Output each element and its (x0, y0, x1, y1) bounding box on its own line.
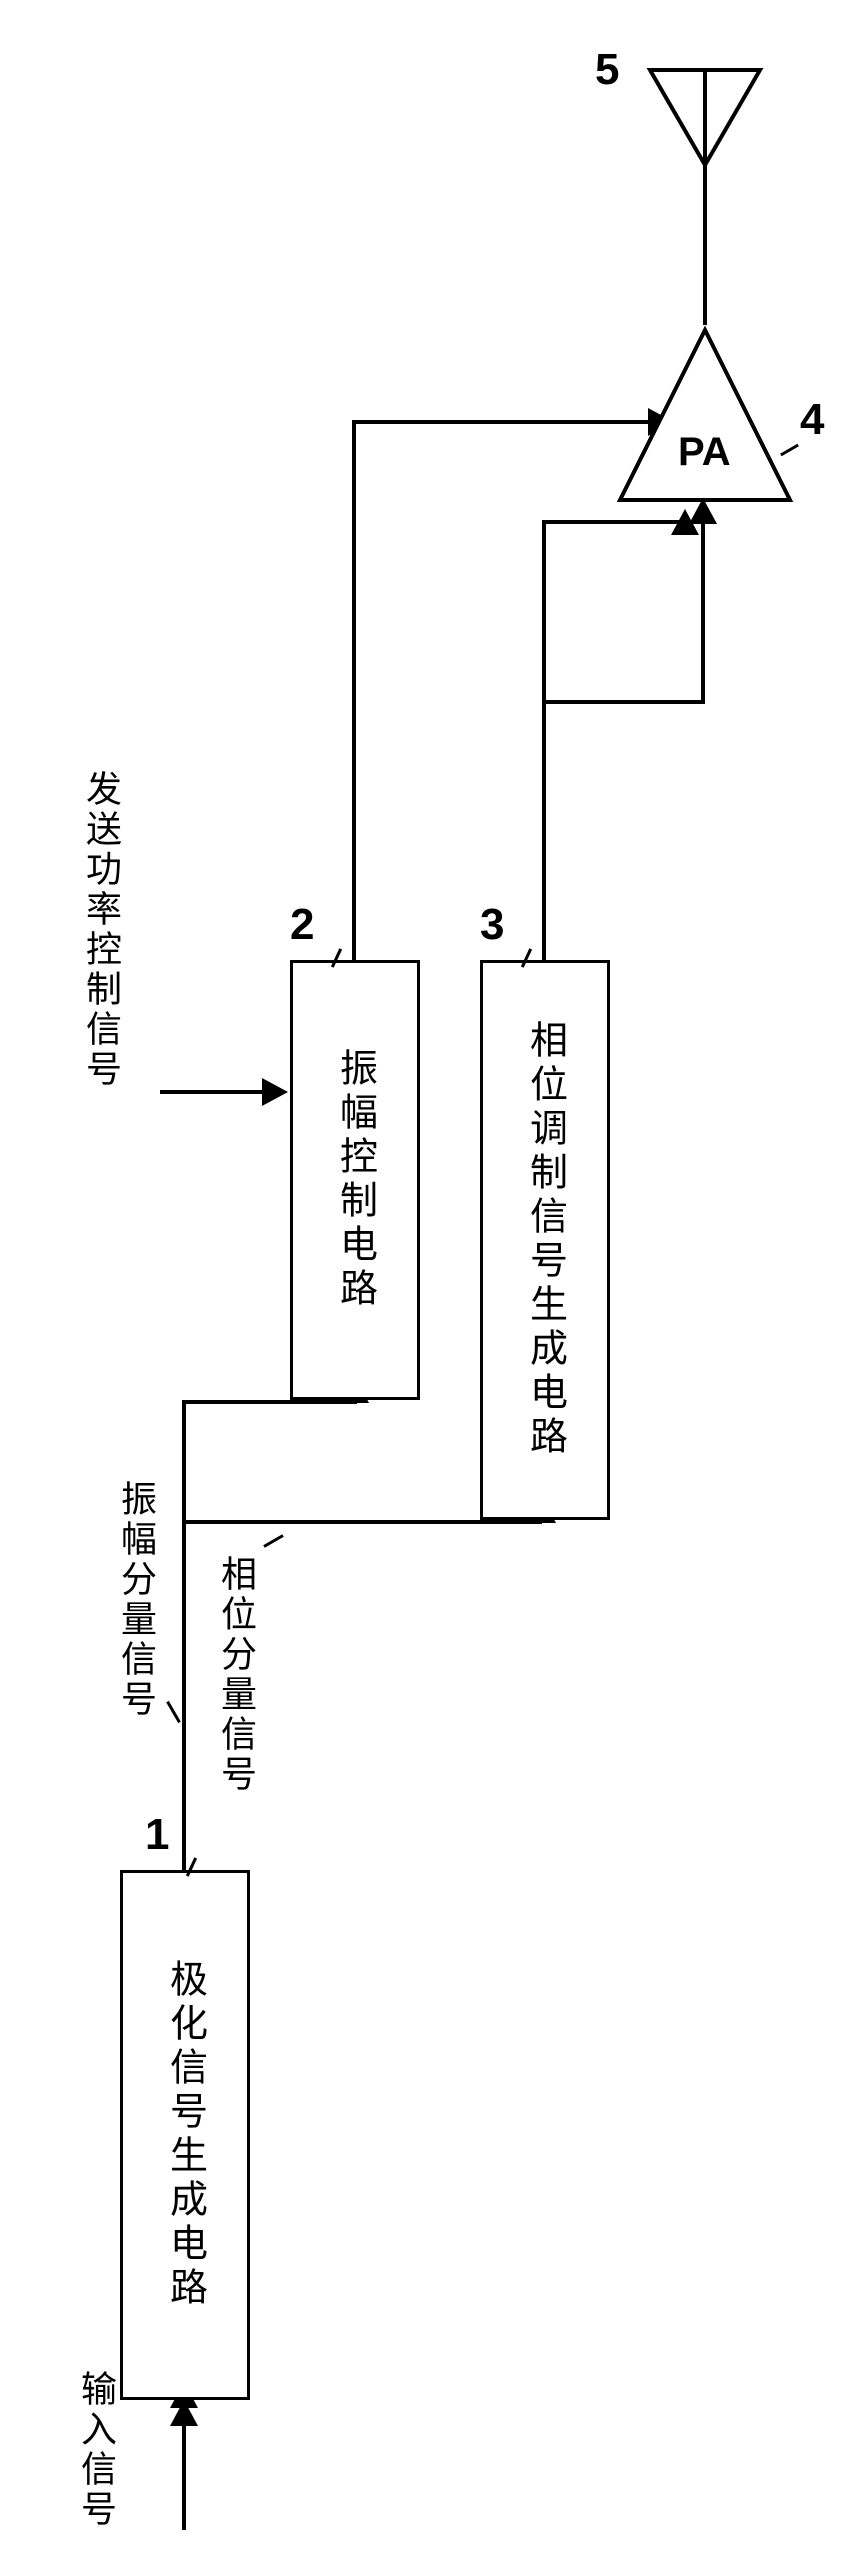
input-signal-label: 输入信号 (70, 2370, 122, 2530)
tx-power-label: 发送功率控制信号 (75, 770, 127, 1090)
block1-ref: 1 (145, 1810, 169, 1860)
block2-ref: 2 (290, 900, 314, 950)
block1-label: 极化信号生成电路 (158, 1959, 213, 2311)
antenna-ref: 5 (595, 45, 619, 95)
pa-amplifier (610, 320, 800, 520)
block2-label: 振幅控制电路 (328, 1048, 383, 1312)
block-amplitude-ctrl: 振幅控制电路 (290, 960, 420, 1400)
block3-label: 相位调制信号生成电路 (518, 1020, 573, 1460)
block-polarization: 极化信号生成电路 (120, 1870, 250, 2400)
block3-ref: 3 (480, 900, 504, 950)
antenna-icon (640, 55, 770, 175)
block-phase-mod: 相位调制信号生成电路 (480, 960, 610, 1520)
phase-component-label: 相位分量信号 (210, 1555, 262, 1795)
pa-ref: 4 (800, 395, 824, 445)
pa-label: PA (678, 430, 731, 475)
amp-component-label: 振幅分量信号 (110, 1480, 162, 1720)
